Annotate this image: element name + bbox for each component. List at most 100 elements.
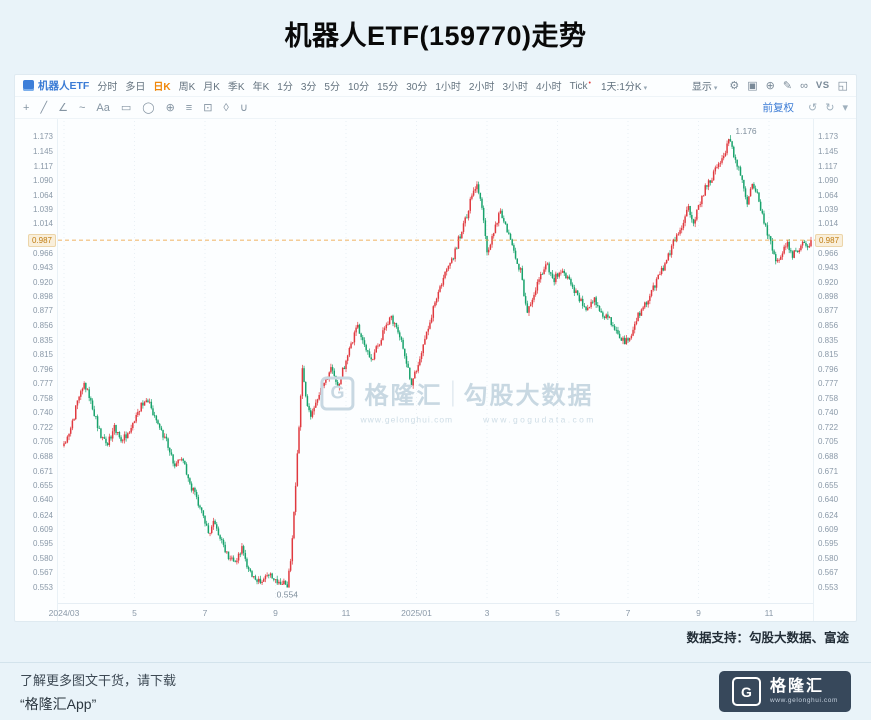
period-tab-分时[interactable]: 分时 xyxy=(97,82,118,93)
page: 机器人ETF(159770)走势 机器人ETF 分时 多日 日K 周K 月K 季K 年K 1分… xyxy=(0,14,871,712)
y-tick-label: 1.039 xyxy=(818,204,839,214)
x-tick-label: 2025/01 xyxy=(401,608,432,618)
period-tab-4小时[interactable]: 4小时 xyxy=(536,82,562,93)
rect-tool-icon[interactable]: ▭ xyxy=(120,102,132,114)
period-tab-5分[interactable]: 5分 xyxy=(324,82,340,93)
cursor-tool-icon[interactable]: + xyxy=(23,101,30,114)
angle-tool-icon[interactable]: ∠ xyxy=(58,102,68,114)
y-tick-label: 0.705 xyxy=(818,437,839,447)
y-tick-label: 1.117 xyxy=(818,161,838,171)
y-tick-label: 0.722 xyxy=(818,423,839,432)
y-tick-label: 0.877 xyxy=(32,306,53,316)
y-tick-label: 0.740 xyxy=(32,408,53,418)
link-chart-icon[interactable]: ∞ xyxy=(800,79,808,92)
fullscreen-icon[interactable]: ◱ xyxy=(837,80,848,92)
gelonghui-logo: G 格隆汇 www.gelonghui.com xyxy=(718,671,851,712)
current-price-tag-right: 0.987 xyxy=(815,234,844,248)
y-tick-label: 1.014 xyxy=(32,219,53,229)
period-tab-多日[interactable]: 多日 xyxy=(125,82,146,93)
y-tick-label: 0.567 xyxy=(32,567,53,577)
tick-new-dot: • xyxy=(588,79,591,87)
y-tick-label: 1.117 xyxy=(33,161,53,171)
period-tab-Tick[interactable]: Tick• xyxy=(569,79,591,92)
adjustment-mode-button[interactable]: 前复权 xyxy=(762,102,795,114)
y-tick-label: 0.595 xyxy=(32,539,53,548)
y-tick-label: 0.740 xyxy=(818,408,839,418)
text-tool-icon[interactable]: Aa xyxy=(96,101,110,114)
y-tick-label: 0.758 xyxy=(32,393,53,403)
ellipse-tool-icon[interactable]: ◯ xyxy=(142,102,155,114)
compare-vs-button[interactable]: VS xyxy=(815,80,830,91)
redo-icon[interactable]: ↻ xyxy=(825,102,835,114)
y-tick-label: 0.920 xyxy=(818,277,839,287)
svg-text:0.554: 0.554 xyxy=(277,589,299,599)
display-dropdown[interactable]: 显示 ▾ xyxy=(692,78,718,93)
chevron-down-icon: ▾ xyxy=(713,85,718,92)
period-tab-日K[interactable]: 日K xyxy=(153,82,171,93)
y-tick-label: 1.090 xyxy=(818,176,839,186)
period-tabs: 分时 多日 日K 周K 月K 季K 年K 1分 3分 5分 10分 15分 30分 1小时 2小时 3小时 4小… xyxy=(97,78,591,94)
symbol-icon xyxy=(23,80,34,91)
snapshot-tool-icon[interactable]: ⊡ xyxy=(203,102,213,114)
undo-icon[interactable]: ↺ xyxy=(808,102,818,114)
current-price-tag-left: 0.987 xyxy=(27,234,56,248)
period-tab-年K[interactable]: 年K xyxy=(252,82,270,93)
y-tick-label: 0.655 xyxy=(818,481,839,491)
period-tab-1小时[interactable]: 1小时 xyxy=(435,82,461,93)
y-tick-label: 0.722 xyxy=(32,423,53,432)
period-tab-15分[interactable]: 15分 xyxy=(377,82,399,93)
x-axis[interactable]: 2024/03 5 7 9 11 2025/01 3 5 7 9 11 xyxy=(49,603,813,624)
eraser-tool-icon[interactable]: ◊ xyxy=(223,101,229,114)
draw-pencil-icon[interactable]: ✎ xyxy=(782,80,793,92)
y-tick-label: 0.688 xyxy=(32,451,53,461)
x-tick-label: 9 xyxy=(273,608,278,618)
footer-note: 了解更多图文干货，请下载 “格隆汇App” xyxy=(20,670,176,714)
crosshair-icon[interactable]: ⊕ xyxy=(765,80,775,92)
y-tick-label: 0.943 xyxy=(32,263,53,272)
x-tick-label: 2024/03 xyxy=(48,608,80,618)
y-tick-label: 0.553 xyxy=(818,582,839,592)
chart-area: 1.1731.1451.1171.0901.0641.0391.0140.990… xyxy=(15,119,856,621)
footer-note-line1: 了解更多图文干货，请下载 xyxy=(20,672,177,688)
collapse-toolbar-icon[interactable]: ▾ xyxy=(842,102,848,114)
period-tab-季K[interactable]: 季K xyxy=(227,82,245,93)
y-tick-label: 0.671 xyxy=(818,466,839,476)
interval-selector-label: 1天:1分K xyxy=(601,82,642,93)
y-tick-label: 0.898 xyxy=(818,292,839,302)
measure-tool-icon[interactable]: ≡ xyxy=(185,101,193,114)
logo-url: www.gelonghui.com xyxy=(769,696,838,704)
period-tab-3小时[interactable]: 3小时 xyxy=(502,82,529,93)
symbol-name[interactable]: 机器人ETF xyxy=(38,80,90,92)
candlestick-chart[interactable]: 0.554 1.176 G 格隆汇 勾股大数据 www.gelonghui.com… xyxy=(49,119,817,624)
display-dropdown-label: 显示 xyxy=(691,82,712,93)
chevron-down-icon: ▾ xyxy=(643,85,648,92)
trendline-tool-icon[interactable]: ╱ xyxy=(40,102,48,114)
y-tick-label: 1.173 xyxy=(818,132,839,142)
period-tab-3分[interactable]: 3分 xyxy=(300,82,317,93)
y-axis-right[interactable]: 1.1731.1451.1171.0901.0641.0391.0140.990… xyxy=(813,119,856,621)
period-tab-月K[interactable]: 月K xyxy=(203,82,220,93)
x-tick-label: 7 xyxy=(625,608,631,618)
period-tab-10分[interactable]: 10分 xyxy=(347,82,370,93)
x-tick-label: 11 xyxy=(764,608,774,618)
settings-gear-icon[interactable]: ⚙ xyxy=(729,80,740,92)
magnet-tool-icon[interactable]: ∪ xyxy=(239,102,248,114)
period-tab-1分[interactable]: 1分 xyxy=(277,82,293,93)
wave-tool-icon[interactable]: ~ xyxy=(78,101,86,114)
x-tick-label: 5 xyxy=(132,608,137,618)
period-tab-2小时[interactable]: 2小时 xyxy=(468,82,495,93)
y-tick-label: 0.815 xyxy=(818,350,839,360)
layout-grid-icon[interactable]: ▣ xyxy=(747,80,758,92)
period-tab-周K[interactable]: 周K xyxy=(178,82,196,93)
period-tab-30分[interactable]: 30分 xyxy=(406,82,428,93)
y-axis-left[interactable]: 1.1731.1451.1171.0901.0641.0391.0140.990… xyxy=(15,119,58,621)
x-tick-label: 9 xyxy=(696,608,701,618)
x-tick-label: 11 xyxy=(341,608,351,618)
y-tick-label: 1.064 xyxy=(32,190,53,200)
fib-tool-icon[interactable]: ⊕ xyxy=(165,102,175,114)
y-tick-label: 0.835 xyxy=(818,335,839,345)
interval-selector[interactable]: 1天:1分K ▾ xyxy=(601,78,647,93)
y-tick-label: 0.567 xyxy=(818,567,839,577)
y-tick-label: 0.705 xyxy=(32,437,53,447)
y-tick-label: 0.595 xyxy=(818,539,839,548)
